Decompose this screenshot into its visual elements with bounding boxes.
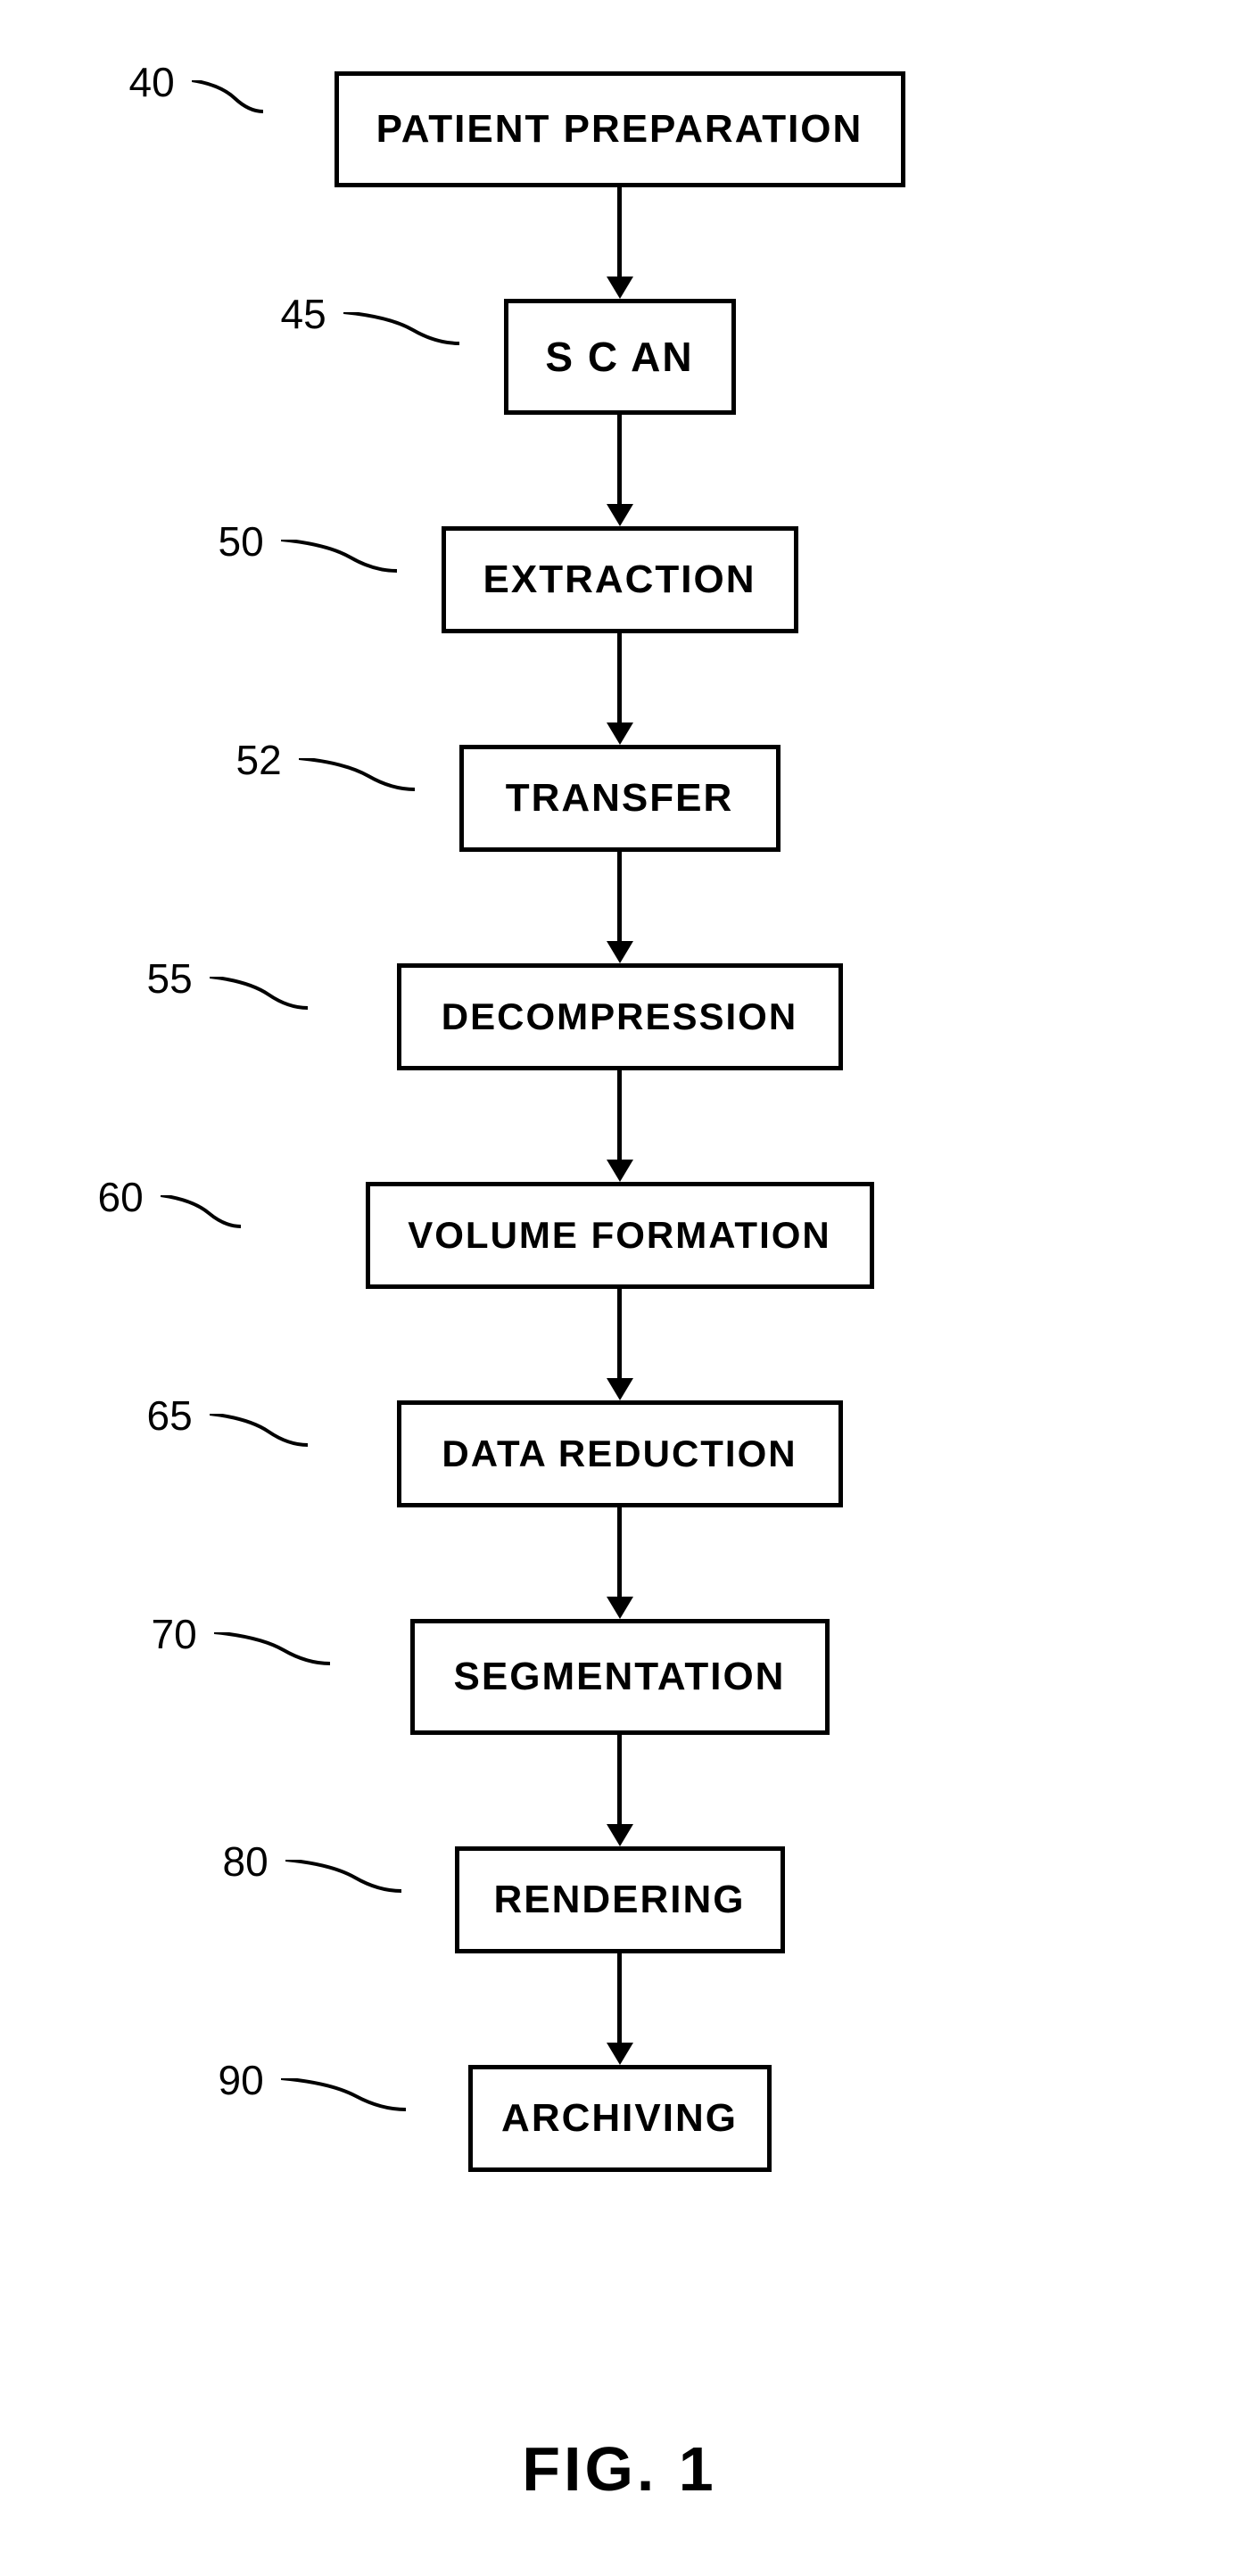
arrow-head-icon — [607, 941, 633, 963]
flowchart-step: PATIENT PREPARATION40 — [335, 71, 905, 187]
step-box: S C AN — [504, 299, 736, 415]
step-number: 40 — [129, 59, 175, 105]
connector-curve — [299, 758, 415, 803]
step-box: PATIENT PREPARATION — [335, 71, 905, 187]
step-number: 45 — [281, 291, 326, 337]
step-number: 70 — [152, 1611, 197, 1657]
connector-curve — [281, 2078, 406, 2123]
step-box: TRANSFER — [459, 745, 781, 852]
flowchart-step: DECOMPRESSION55 — [397, 963, 843, 1070]
step-number: 65 — [147, 1392, 193, 1439]
arrow-connector — [607, 633, 633, 745]
flowchart-step: SEGMENTATION70 — [410, 1619, 830, 1735]
step-box: ARCHIVING — [468, 2065, 772, 2172]
flowchart-step: S C AN45 — [504, 299, 736, 415]
step-box: DECOMPRESSION — [397, 963, 843, 1070]
step-box: EXTRACTION — [442, 526, 798, 633]
arrow-connector — [607, 1289, 633, 1400]
flowchart-step: EXTRACTION50 — [442, 526, 798, 633]
step-number-label: 70 — [152, 1610, 197, 1658]
connector-curve — [214, 1632, 330, 1677]
step-box: RENDERING — [455, 1846, 785, 1953]
figure-label: FIG. 1 — [522, 2433, 716, 2505]
arrow-line — [617, 852, 622, 941]
step-number: 52 — [236, 737, 282, 783]
step-number: 55 — [147, 955, 193, 1002]
arrow-head-icon — [607, 1378, 633, 1400]
step-number: 50 — [219, 518, 264, 565]
step-number-label: 50 — [219, 517, 264, 566]
step-number-label: 52 — [236, 736, 282, 784]
arrow-connector — [607, 852, 633, 963]
arrow-head-icon — [607, 1160, 633, 1182]
step-box: DATA REDUCTION — [397, 1400, 843, 1507]
connector-curve — [161, 1195, 241, 1240]
step-box: SEGMENTATION — [410, 1619, 830, 1735]
connector-curve — [281, 540, 397, 584]
arrow-head-icon — [607, 504, 633, 526]
step-box: VOLUME FORMATION — [366, 1182, 874, 1289]
step-number-label: 65 — [147, 1391, 193, 1440]
arrow-line — [617, 1070, 622, 1160]
step-number: 90 — [219, 2057, 264, 2103]
connector-curve — [210, 1414, 308, 1458]
connector-curve — [192, 80, 263, 125]
step-number-label: 90 — [219, 2056, 264, 2104]
arrow-connector — [607, 1735, 633, 1846]
flowchart-container: PATIENT PREPARATION40 S C AN45 EXTRACTION5… — [335, 71, 905, 2172]
arrow-head-icon — [607, 2043, 633, 2065]
connector-curve — [285, 1860, 401, 1904]
arrow-connector — [607, 187, 633, 299]
arrow-connector — [607, 1507, 633, 1619]
flowchart-step: DATA REDUCTION65 — [397, 1400, 843, 1507]
step-number: 80 — [223, 1838, 268, 1885]
arrow-line — [617, 1289, 622, 1378]
arrow-line — [617, 1735, 622, 1824]
step-number-label: 80 — [223, 1837, 268, 1886]
flowchart-step: TRANSFER52 — [459, 745, 781, 852]
step-number: 60 — [98, 1174, 144, 1220]
arrow-line — [617, 1953, 622, 2043]
flowchart-step: VOLUME FORMATION60 — [366, 1182, 874, 1289]
arrow-head-icon — [607, 722, 633, 745]
arrow-head-icon — [607, 277, 633, 299]
step-number-label: 55 — [147, 954, 193, 1003]
arrow-head-icon — [607, 1597, 633, 1619]
flowchart-step: ARCHIVING90 — [468, 2065, 772, 2172]
connector-curve — [210, 977, 308, 1021]
step-number-label: 45 — [281, 290, 326, 338]
arrow-line — [617, 415, 622, 504]
step-number-label: 60 — [98, 1173, 144, 1221]
arrow-connector — [607, 1953, 633, 2065]
arrow-connector — [607, 415, 633, 526]
arrow-line — [617, 187, 622, 277]
arrow-connector — [607, 1070, 633, 1182]
arrow-line — [617, 1507, 622, 1597]
connector-curve — [343, 312, 459, 357]
arrow-line — [617, 633, 622, 722]
flowchart-step: RENDERING80 — [455, 1846, 785, 1953]
arrow-head-icon — [607, 1824, 633, 1846]
step-number-label: 40 — [129, 58, 175, 106]
